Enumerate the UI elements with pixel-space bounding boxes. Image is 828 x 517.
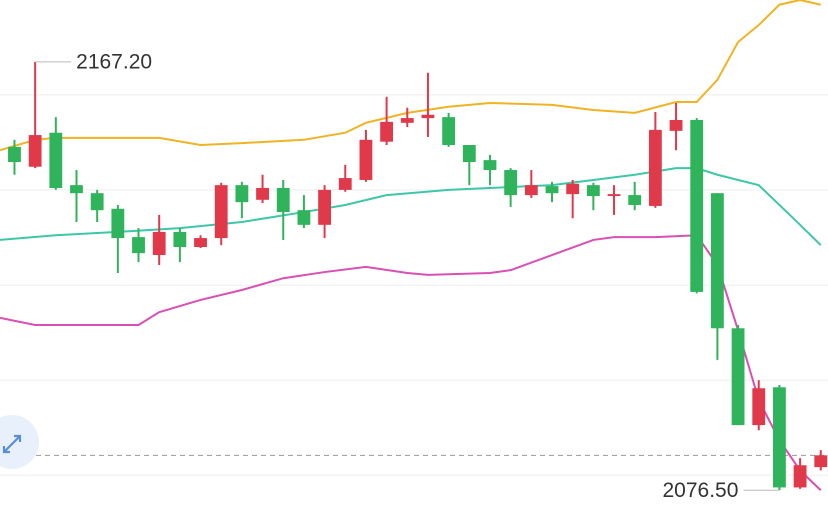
candle-body [338, 178, 352, 190]
candle-body [566, 183, 580, 195]
candle-body [669, 119, 683, 131]
candle-body [690, 119, 704, 292]
candle-body [359, 139, 373, 180]
candle-body [442, 117, 456, 146]
candle [710, 193, 724, 360]
candle-body [297, 210, 311, 225]
candle-body [152, 231, 166, 256]
candle [504, 168, 518, 207]
candle [380, 96, 394, 146]
candle-body [235, 185, 249, 203]
candle-body [586, 185, 600, 197]
candle-body [70, 185, 83, 194]
candle-body [8, 146, 21, 163]
candle-body [752, 388, 766, 426]
candle [318, 185, 331, 239]
candle [524, 170, 538, 198]
candle [814, 450, 828, 471]
candle [152, 214, 166, 265]
expand-button[interactable] [0, 415, 39, 469]
candle [462, 145, 476, 186]
candle [90, 189, 104, 222]
candle [566, 179, 580, 219]
candle [669, 102, 683, 151]
candle-body [462, 145, 476, 163]
candle [111, 204, 125, 274]
candle-body [814, 455, 828, 468]
candle [194, 235, 207, 248]
candle-body [256, 187, 269, 200]
candle-body [731, 328, 745, 426]
candle-body [276, 187, 290, 213]
candle-body [194, 238, 207, 248]
candle [359, 129, 373, 182]
candle [607, 185, 621, 215]
candle [442, 112, 456, 147]
candle-body [628, 195, 642, 205]
candle-body [421, 114, 435, 119]
candle [421, 72, 435, 137]
candle-body [648, 129, 662, 206]
candle [214, 182, 228, 246]
candle [628, 181, 642, 211]
candle [8, 139, 21, 175]
candle [545, 181, 559, 203]
candle-body [483, 160, 497, 171]
candle [49, 117, 63, 190]
candle [483, 154, 497, 186]
candle-body [28, 135, 42, 167]
candle-body [49, 132, 63, 188]
candle-body [132, 237, 145, 254]
candle [276, 179, 290, 240]
candle-body [607, 194, 621, 197]
candle-body [318, 189, 331, 225]
candle [338, 164, 352, 192]
candle-body [380, 121, 394, 142]
candle-body [524, 185, 538, 196]
candle-body [111, 208, 125, 239]
candle [70, 170, 83, 222]
candle [752, 380, 766, 431]
candle [256, 174, 269, 204]
candle-body [545, 186, 559, 194]
candle-body [793, 465, 807, 488]
expand-icon[interactable] [2, 434, 22, 454]
candle [173, 228, 187, 263]
band-line [0, 0, 821, 152]
candle [773, 384, 786, 491]
candle [586, 182, 600, 211]
candle-body [214, 185, 228, 239]
candle-body [400, 118, 414, 123]
candle-body [773, 387, 786, 488]
candle [793, 458, 807, 489]
candle-body [504, 170, 518, 196]
candle [132, 228, 145, 263]
candle [690, 118, 704, 294]
candle-body [173, 231, 187, 248]
annotation-label: 2167.20 [76, 50, 152, 73]
annotation-label: 2076.50 [662, 479, 738, 502]
candle [648, 111, 662, 208]
candle [731, 324, 745, 426]
candle-body [710, 193, 724, 329]
candle [235, 181, 249, 219]
candle [28, 61, 42, 169]
candle-body [90, 193, 104, 211]
candle [400, 107, 414, 128]
candle [297, 195, 311, 229]
